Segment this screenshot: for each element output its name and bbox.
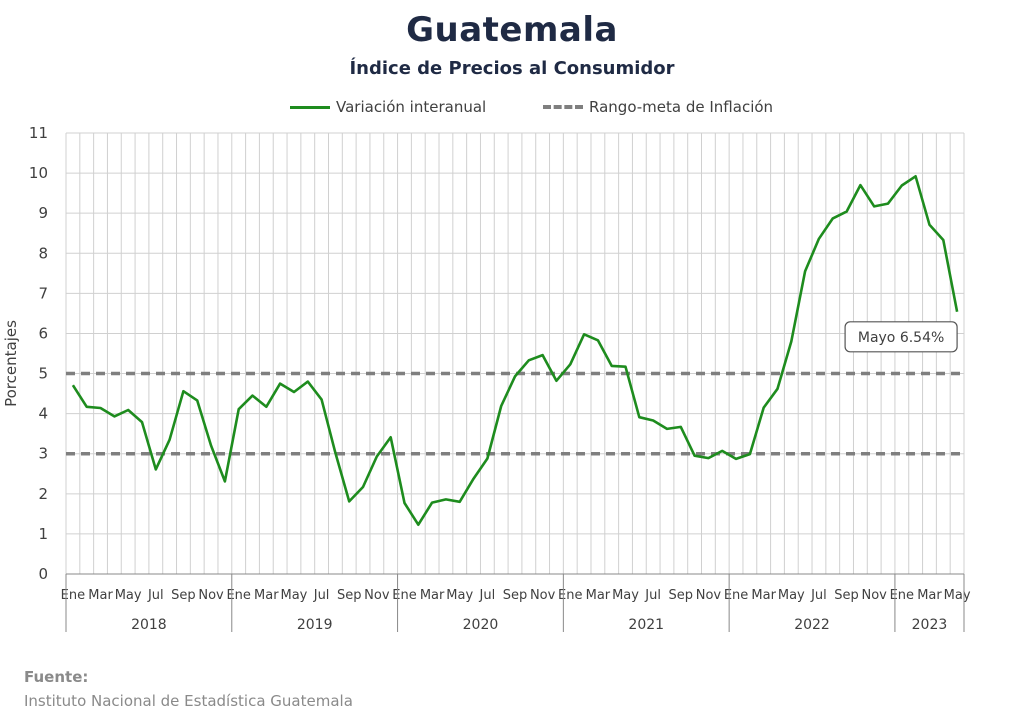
- x-tick-label: Sep: [171, 588, 196, 603]
- y-tick-label: 5: [38, 365, 48, 383]
- x-tick-label: May: [446, 588, 473, 603]
- x-tick-label: May: [778, 588, 805, 603]
- x-tick-label: Jul: [147, 588, 164, 603]
- legend-label-variacion: Variación interanual: [336, 98, 487, 116]
- x-tick-label: Ene: [890, 588, 914, 603]
- x-tick-label: May: [281, 588, 308, 603]
- x-tick-label: Jul: [479, 588, 496, 603]
- chart-legend: Variación interanual Rango-meta de Infla…: [0, 98, 1024, 122]
- x-tick-label: Nov: [198, 588, 224, 603]
- x-tick-label: Jul: [810, 588, 827, 603]
- x-tick-label: Ene: [392, 588, 416, 603]
- year-label: 2019: [297, 617, 333, 633]
- x-tick-label: Ene: [226, 588, 250, 603]
- year-label: 2018: [131, 617, 167, 633]
- x-tick-label: Sep: [337, 588, 362, 603]
- chart-title: Guatemala: [406, 10, 618, 50]
- x-tick-label: Ene: [61, 588, 85, 603]
- y-tick-label: 10: [29, 164, 48, 182]
- year-label: 2023: [912, 617, 948, 633]
- legend-item-rango-meta: Rango-meta de Inflación: [543, 98, 773, 116]
- y-axis-label: Porcentajes: [2, 320, 20, 407]
- x-tick-label: Nov: [862, 588, 888, 603]
- y-tick-label: 4: [38, 405, 48, 423]
- y-tick-label: 11: [29, 124, 48, 142]
- x-tick-label: Nov: [696, 588, 722, 603]
- series-line-variacion: [71, 175, 959, 527]
- chart-subtitle: Índice de Precios al Consumidor: [349, 58, 675, 79]
- x-tick-label: Jul: [644, 588, 661, 603]
- x-tick-label: Mar: [751, 588, 776, 603]
- y-tick-label: 6: [38, 324, 48, 342]
- legend-swatch-dashed: [543, 105, 583, 109]
- source-label: Fuente:: [24, 668, 89, 686]
- y-tick-label: 3: [38, 445, 48, 463]
- x-tick-label: May: [115, 588, 142, 603]
- x-tick-label: Sep: [834, 588, 859, 603]
- y-tick-label: 1: [38, 525, 48, 543]
- legend-item-variacion: Variación interanual: [290, 98, 486, 116]
- annotation-label: Mayo 6.54%: [858, 330, 944, 346]
- y-tick-label: 7: [38, 284, 48, 302]
- y-tick-label: 9: [38, 204, 48, 222]
- year-label: 2022: [794, 617, 830, 633]
- x-tick-label: Sep: [669, 588, 694, 603]
- source-text: Instituto Nacional de Estadística Guatem…: [24, 692, 353, 710]
- x-tick-label: Mar: [917, 588, 942, 603]
- x-tick-label: Ene: [724, 588, 748, 603]
- x-tick-label: Nov: [530, 588, 556, 603]
- x-tick-label: Mar: [420, 588, 445, 603]
- x-tick-label: Nov: [364, 588, 390, 603]
- y-tick-label: 8: [38, 244, 48, 262]
- x-tick-label: May: [944, 588, 971, 603]
- x-tick-label: Mar: [88, 588, 113, 603]
- x-tick-label: Sep: [503, 588, 528, 603]
- x-tick-label: Ene: [558, 588, 582, 603]
- annotation-box: [844, 321, 958, 353]
- y-tick-label: 2: [38, 485, 48, 503]
- legend-label-rango-meta: Rango-meta de Inflación: [589, 98, 774, 116]
- year-label: 2020: [463, 617, 499, 633]
- year-label: 2021: [628, 617, 664, 633]
- y-tick-label: 0: [38, 565, 48, 583]
- x-tick-label: Mar: [254, 588, 279, 603]
- legend-swatch-line: [290, 105, 330, 109]
- x-tick-label: May: [612, 588, 639, 603]
- x-tick-label: Jul: [313, 588, 330, 603]
- x-tick-label: Mar: [586, 588, 611, 603]
